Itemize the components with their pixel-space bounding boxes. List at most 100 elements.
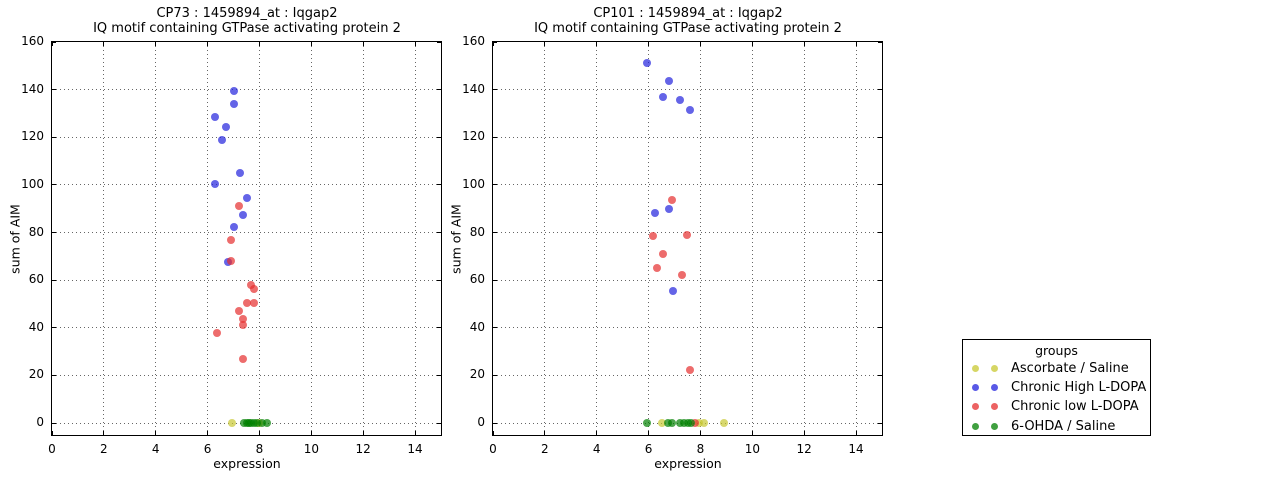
tick-mark [699, 431, 701, 435]
x-axis-label-cp101: expression [654, 456, 722, 471]
tick-mark [437, 279, 441, 281]
data-point-chronic_high [685, 105, 694, 114]
y-tick-label: 160 [21, 34, 44, 48]
tick-mark [437, 184, 441, 186]
data-point-chronic_high [650, 209, 659, 218]
y-axis-label-cp73: sum of AIM [7, 204, 23, 274]
data-point-chronic_low [649, 232, 658, 241]
x-tick-label: 6 [644, 442, 653, 456]
tick-mark [878, 136, 882, 138]
tick-mark [493, 184, 497, 186]
y-tick-label: 140 [21, 81, 44, 96]
tick-mark [493, 89, 497, 91]
x-tick-label: 8 [255, 442, 264, 456]
data-point-chronic_high [217, 135, 226, 144]
x-tick-label: 4 [151, 442, 160, 456]
x-tick-label: 2 [100, 442, 108, 456]
gridline [155, 42, 157, 435]
data-point-chronic_high [239, 210, 248, 219]
gridline [855, 42, 857, 435]
data-point-chronic_high [664, 204, 673, 213]
legend-marker-icon [972, 384, 979, 392]
legend-marker-icon [991, 384, 998, 392]
legend-title: groups [1035, 343, 1078, 358]
plot-title-cp73: CP73 : 1459894_at : Iqgap2 IQ motif cont… [12, 6, 482, 36]
tick-mark [855, 431, 857, 435]
y-tick-label: 80 [469, 224, 485, 239]
tick-mark [544, 431, 546, 435]
gridline [362, 42, 364, 435]
tick-mark [51, 431, 53, 435]
tick-mark [492, 42, 494, 46]
gridline [493, 184, 882, 186]
tick-mark [207, 431, 209, 435]
tick-mark [878, 89, 882, 91]
tick-mark [437, 136, 441, 138]
y-tick-label: 160 [462, 34, 485, 48]
data-point-chronic_high [211, 113, 220, 122]
tick-mark [437, 327, 441, 329]
tick-mark [878, 232, 882, 234]
x-tick-label: 4 [592, 442, 601, 456]
legend-entry-label: Ascorbate / Saline [1011, 361, 1129, 377]
gridline [493, 374, 882, 376]
tick-mark [493, 136, 497, 138]
data-point-chronic_high [236, 169, 245, 177]
data-point-ascorbate [658, 419, 667, 428]
gridline [103, 42, 105, 435]
tick-mark [362, 42, 364, 46]
data-point-chronic_high [230, 222, 239, 231]
gridline [52, 279, 441, 281]
y-tick-label: 0 [477, 415, 485, 430]
legend-entry-label: Chronic High L-DOPA [1011, 380, 1147, 396]
data-point-chronic_low [249, 298, 258, 307]
legend-entry-label: 6-OHDA / Saline [1011, 418, 1116, 434]
tick-mark [414, 42, 416, 46]
y-tick-label: 0 [36, 415, 44, 430]
data-point-chronic_high [211, 179, 220, 188]
tick-mark [103, 431, 105, 435]
gridline [52, 374, 441, 376]
legend-marker-icon [991, 365, 998, 373]
legend-marker-icon [972, 365, 979, 373]
y-tick-label: 60 [469, 272, 485, 287]
legend-marker-icon [972, 422, 979, 430]
x-tick-label: 10 [303, 442, 319, 456]
data-point-ohda [667, 419, 676, 428]
y-tick-label: 80 [28, 224, 44, 239]
gridline [493, 279, 882, 281]
legend-entry-chronic-low: Chronic low L-DOPA [963, 397, 1150, 416]
legend-entry-6ohda: 6-OHDA / Saline [963, 417, 1150, 436]
data-point-chronic_high [669, 286, 678, 295]
gridline [52, 136, 441, 138]
tick-mark [52, 327, 56, 329]
legend-entry-ascorbate: Ascorbate / Saline [963, 359, 1150, 378]
tick-mark [52, 184, 56, 186]
tick-mark [258, 42, 260, 46]
x-axis-label-cp73: expression [213, 456, 281, 471]
gridline [493, 136, 882, 138]
plot-subtitle-line2: IQ motif containing GTPase activating pr… [534, 21, 842, 36]
y-tick-label: 20 [28, 367, 44, 382]
legend-entry-label: Chronic low L-DOPA [1011, 399, 1139, 415]
tick-mark [414, 431, 416, 435]
plot-title-cp101: CP101 : 1459894_at : Iqgap2 IQ motif con… [453, 6, 923, 36]
data-point-ohda [676, 419, 685, 428]
plot-area-cp101: 0 2 4 6 8 10 12 14 0 20 40 60 80 100 120 140 160 [462, 34, 883, 456]
gridline [544, 42, 546, 435]
tick-mark [493, 41, 497, 43]
data-point-chronic_low [239, 321, 248, 330]
data-point-chronic_low [652, 264, 661, 273]
tick-mark [155, 431, 157, 435]
data-point-ascorbate [719, 419, 728, 428]
tick-mark [52, 89, 56, 91]
tick-mark [310, 42, 312, 46]
data-point-chronic_high [675, 96, 684, 105]
data-point-chronic_high [221, 122, 230, 131]
data-point-chronic_low [685, 365, 694, 374]
tick-mark [437, 422, 441, 424]
data-point-chronic_low [235, 307, 244, 316]
data-point-chronic_low [659, 249, 668, 258]
gridline [699, 42, 701, 435]
y-axis-label-cp101: sum of AIM [448, 204, 464, 274]
